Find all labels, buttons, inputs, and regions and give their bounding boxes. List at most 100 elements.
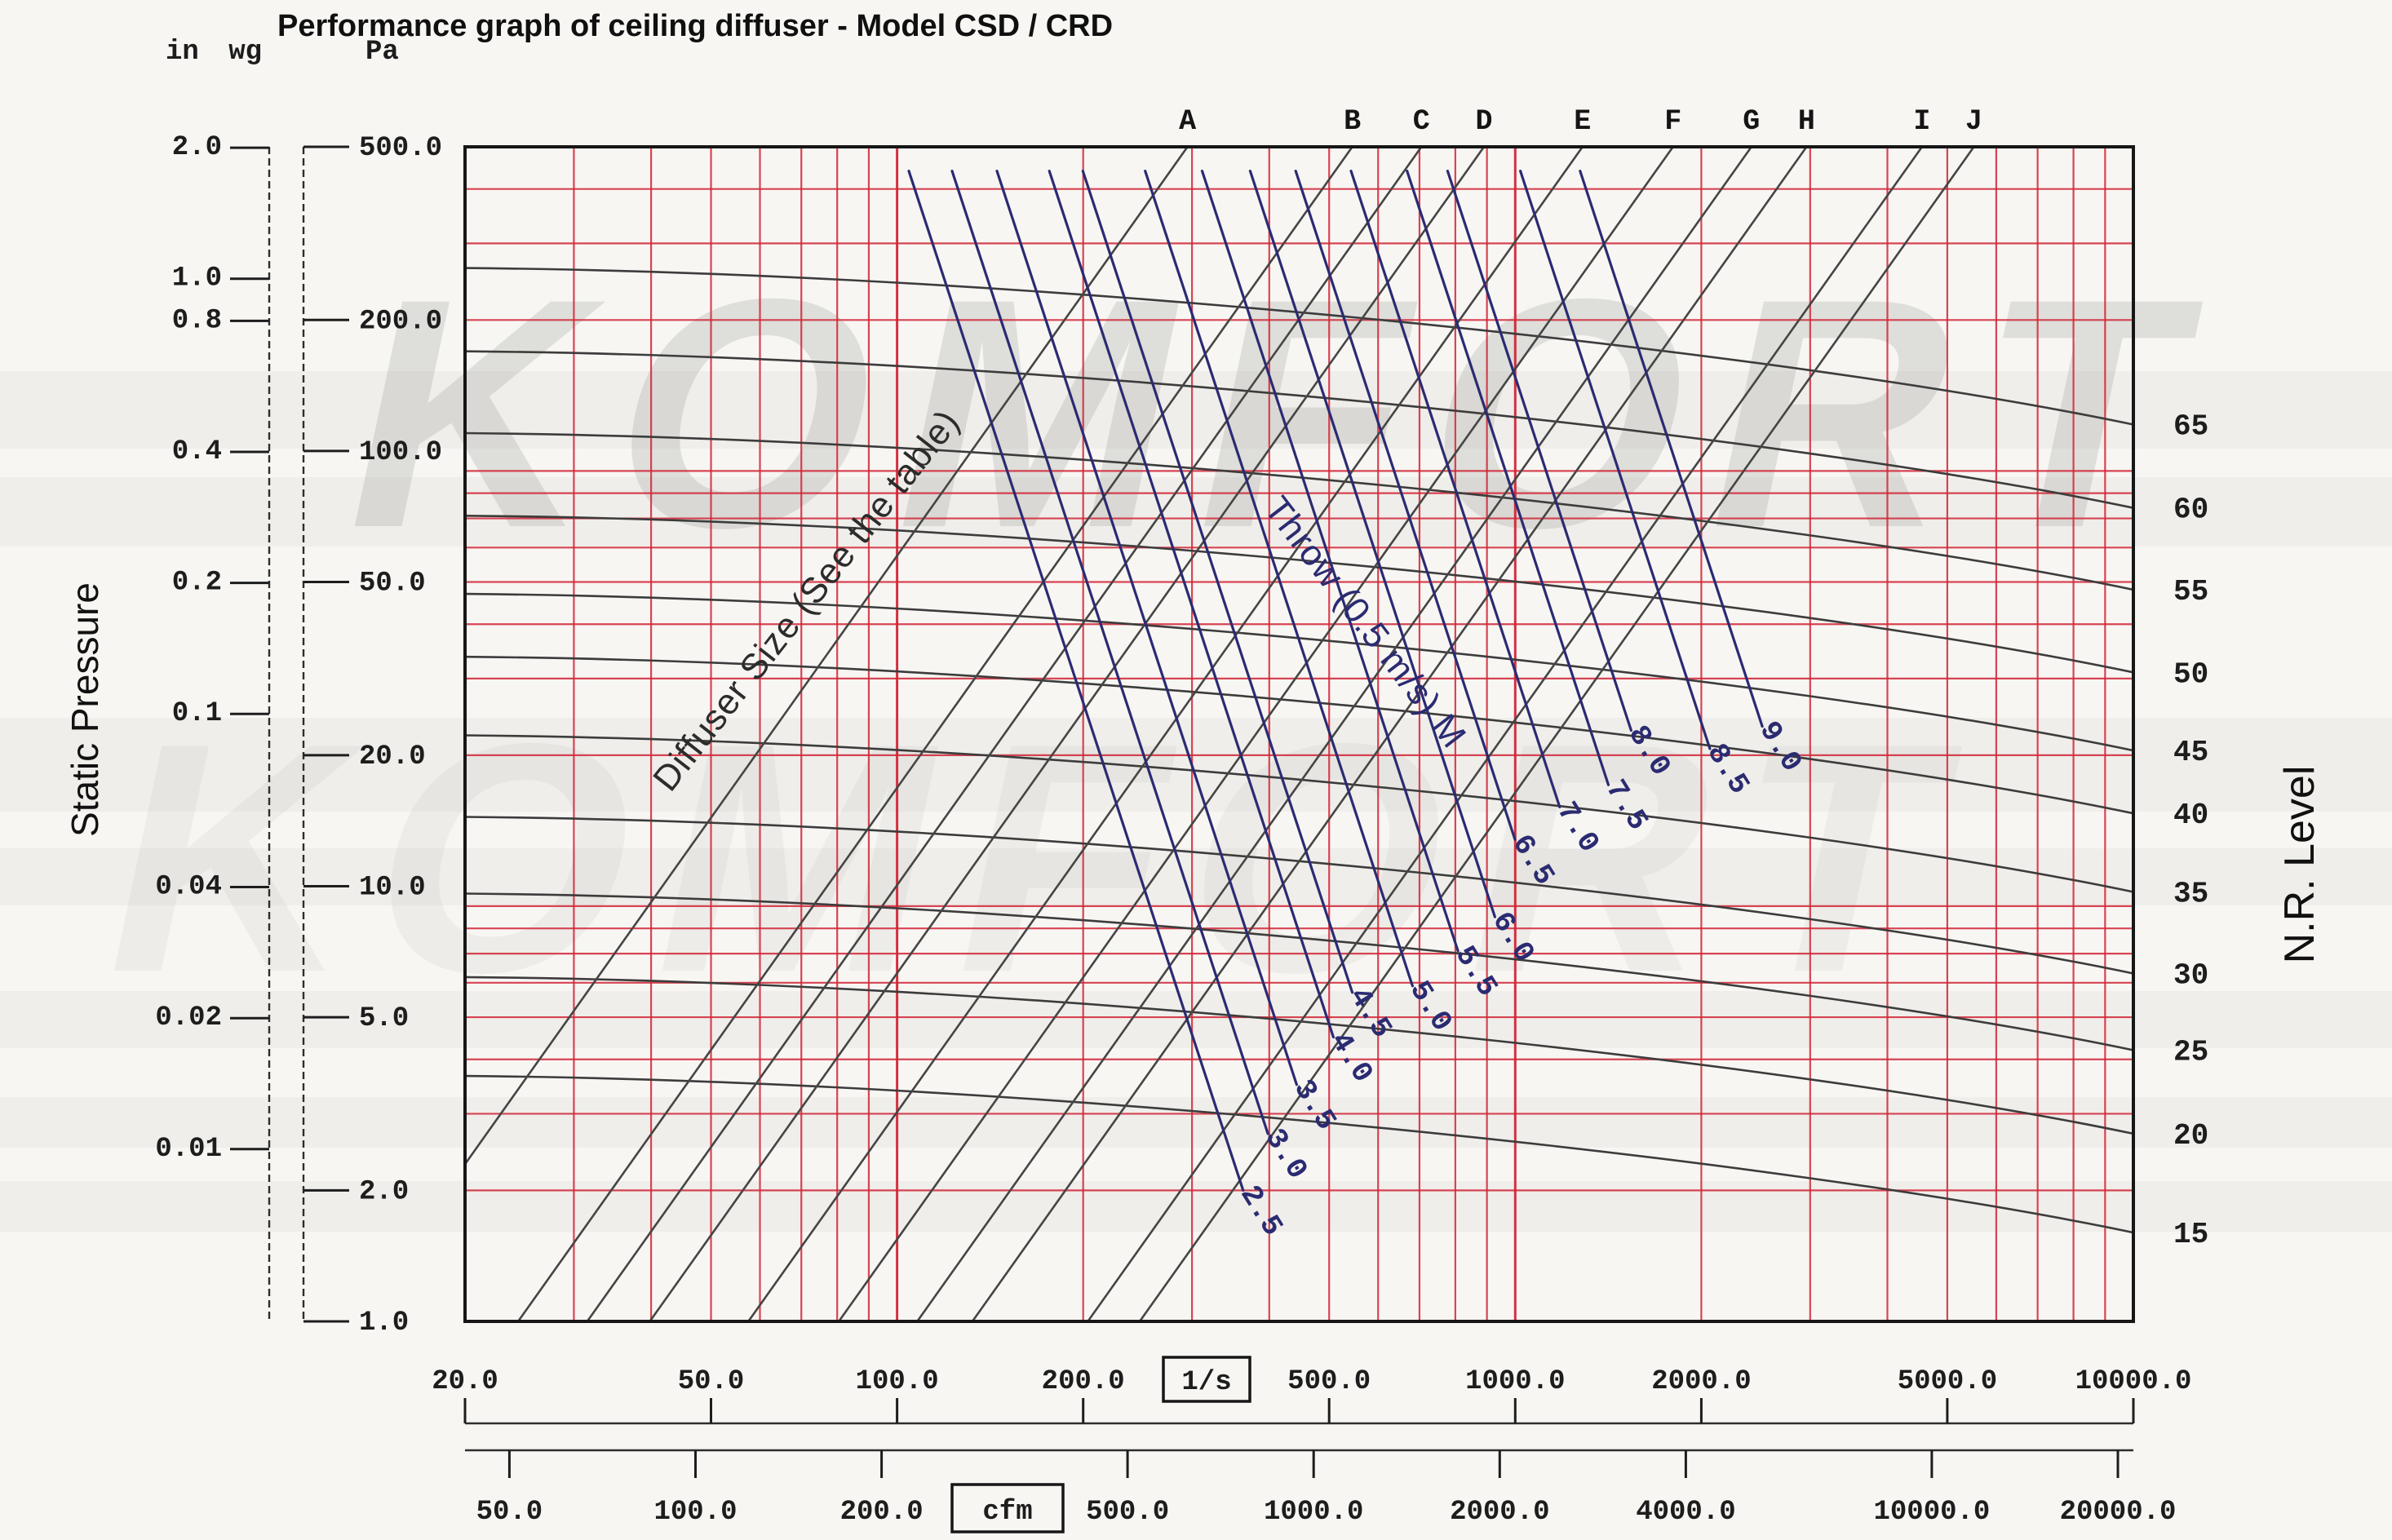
size-line-F <box>838 146 1674 1322</box>
pa-tick-label: 5.0 <box>359 1003 409 1034</box>
size-letter-F: F <box>1664 105 1681 138</box>
size-line-J <box>1138 146 1975 1322</box>
cfm-tick-label: 4000.0 <box>1636 1497 1735 1528</box>
cfm-tick-label: 1000.0 <box>1264 1497 1363 1528</box>
nr-tick-label: 25 <box>2173 1036 2208 1069</box>
nr-curve-20 <box>464 976 2134 1135</box>
nr-curve-40 <box>464 655 2134 815</box>
ls-tick-label: 200.0 <box>1042 1366 1125 1397</box>
ls-tick-label: 10000.0 <box>2075 1366 2192 1397</box>
pa-tick-label: 100.0 <box>359 437 442 468</box>
diffuser-size-lines <box>463 146 1975 1322</box>
static-pressure-axis-title: Static Pressure <box>64 582 106 837</box>
cfm-unit-box-frame <box>950 1483 1065 1533</box>
scan-bands <box>0 371 2392 1232</box>
throw-line-5.5 <box>1200 170 1460 953</box>
scan-band <box>0 371 2392 449</box>
nr-tick-label: 40 <box>2173 799 2208 832</box>
nr-curve-15 <box>464 1074 2134 1234</box>
inwg-tick-label: 0.02 <box>155 1002 222 1033</box>
ls-unit-box: 1/s <box>1162 1356 1251 1403</box>
nr-curve-45 <box>464 592 2134 752</box>
nr-tick-label: 60 <box>2173 493 2208 527</box>
watermark-text-echo: KOMFORT <box>78 675 2010 1040</box>
size-letter-G: G <box>1743 105 1760 138</box>
inwg-tick-label: 0.8 <box>172 305 222 336</box>
inwg-tick-label: 0.4 <box>172 436 222 467</box>
page-title: Performance graph of ceiling diffuser - … <box>277 9 1113 43</box>
throw-line-6.5 <box>1294 170 1517 841</box>
throw-line-6 <box>1248 170 1497 918</box>
pa-tick-label: 10.0 <box>359 873 426 904</box>
size-line-A <box>463 146 1189 1165</box>
pa-tick-label: 20.0 <box>359 741 426 772</box>
red-grid <box>465 147 2133 1321</box>
pa-tick-label: 200.0 <box>359 306 442 337</box>
nr-tick-label: 30 <box>2173 959 2208 993</box>
nr-curve-35 <box>464 734 2134 893</box>
ls-tick-label: 100.0 <box>856 1366 939 1397</box>
watermark-text: KOMFORT <box>318 231 2251 595</box>
size-letter-D: D <box>1475 105 1492 138</box>
ls-tick-label: 2000.0 <box>1651 1366 1751 1397</box>
nr-curve-30 <box>464 816 2134 975</box>
ls-tick-label: 20.0 <box>432 1366 498 1397</box>
throw-line-8.5 <box>1518 170 1712 750</box>
throw-line-7.5 <box>1406 170 1610 786</box>
size-line-D <box>649 146 1486 1322</box>
nr-tick-label: 15 <box>2173 1218 2208 1251</box>
ls-tick-label: 5000.0 <box>1898 1366 1997 1397</box>
throw-line-5 <box>1144 170 1415 988</box>
inwg-tick-label: 0.04 <box>155 872 222 903</box>
size-letter-C: C <box>1413 105 1430 138</box>
watermark: KOMFORT KOMFORT <box>78 231 2251 1040</box>
cfm-tick-label: 2000.0 <box>1450 1497 1549 1528</box>
pa-axis-header: Pa <box>365 37 399 68</box>
ls-tick-label: 50.0 <box>678 1366 745 1397</box>
throw-line-3 <box>950 170 1269 1135</box>
throw-line-3.5 <box>995 170 1299 1086</box>
size-letter-A: A <box>1179 105 1196 138</box>
throw-line-4 <box>1048 170 1336 1039</box>
size-line-E <box>747 146 1584 1322</box>
pa-tick-label: 2.0 <box>359 1176 409 1207</box>
cfm-tick-label: 500.0 <box>1086 1497 1169 1528</box>
inwg-tick-label: 0.01 <box>155 1134 222 1165</box>
left-ruler-inwg: 2.0 1.0 0.8 0.4 0.2 0.1 0.04 0.02 0.01 <box>155 132 271 1321</box>
throw-line-9 <box>1579 170 1764 728</box>
scan-band <box>0 1097 2392 1148</box>
cfm-tick-label: 50.0 <box>476 1497 543 1528</box>
nr-curve-50 <box>464 515 2134 674</box>
scan-band <box>0 991 2392 1048</box>
nr-tick-label: 55 <box>2173 575 2208 608</box>
cfm-tick-label: 200.0 <box>840 1497 924 1528</box>
size-line-B <box>517 146 1353 1322</box>
left-ruler-pa: 500.0 200.0 100.0 50.0 20.0 10.0 5.0 2.0 1.0 <box>302 133 442 1339</box>
throw-line-7 <box>1349 170 1561 809</box>
ls-tick-label: 1000.0 <box>1465 1366 1565 1397</box>
nr-curve-60 <box>464 350 2134 509</box>
size-letter-H: H <box>1798 105 1815 138</box>
throw-line-4.5 <box>1081 170 1354 994</box>
bottom-axis-ls: 20.0 50.0 100.0 200.0 500.0 1000.0 2000.0 5000.… <box>432 1366 2192 1425</box>
nr-tick-label: 20 <box>2173 1119 2208 1153</box>
ls-unit-box-frame <box>1162 1356 1251 1403</box>
size-letter-E: E <box>1574 105 1591 138</box>
nr-tick-label: 45 <box>2173 736 2208 769</box>
throw-lines <box>907 170 1764 1193</box>
inwg-tick-label: 1.0 <box>172 263 222 294</box>
size-letter-J: J <box>1965 105 1982 138</box>
size-letters: A B C D E F G H I J <box>1179 105 1982 138</box>
scan-band <box>0 718 2392 812</box>
cfm-tick-label: 20000.0 <box>2060 1497 2177 1528</box>
throw-line-8 <box>1446 170 1633 732</box>
inwg-tick-label: 2.0 <box>172 132 222 163</box>
pa-tick-label: 500.0 <box>359 133 442 164</box>
bottom-axis-cfm: 50.0 100.0 200.0 500.0 1000.0 2000.0 4000.0 100… <box>465 1449 2177 1528</box>
ls-unit-label: 1/s <box>1181 1367 1231 1398</box>
cfm-unit-label: cfm <box>982 1497 1032 1528</box>
ls-tick-label: 500.0 <box>1287 1366 1371 1397</box>
size-line-I <box>1087 146 1923 1322</box>
